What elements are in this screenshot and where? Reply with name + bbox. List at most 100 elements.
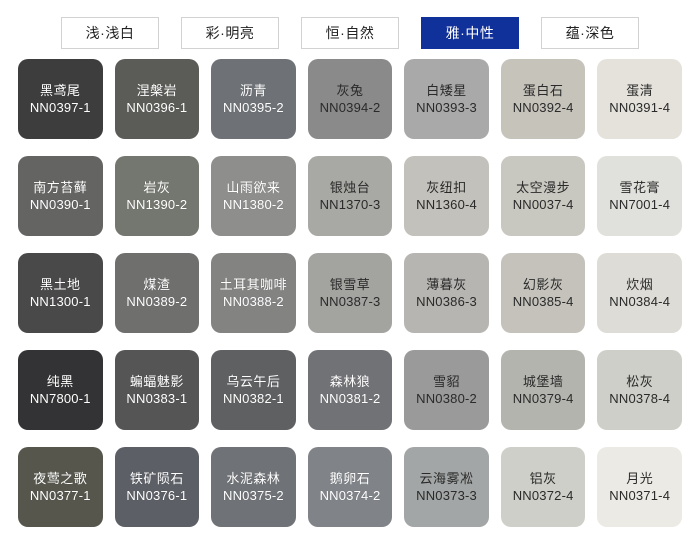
color-code: NN0397-1 (29, 100, 91, 115)
color-swatch[interactable]: 铁矿陨石 NN0376-1 (114, 447, 200, 527)
color-code: NN0374-2 (319, 488, 381, 503)
color-swatch[interactable]: 雪貂 NN0380-2 (404, 350, 489, 430)
color-name: 山雨欲来 (226, 180, 281, 195)
color-swatch[interactable]: 炊烟 NN0384-4 (597, 253, 682, 333)
color-name: 岩灰 (143, 180, 171, 195)
tab-category-3[interactable]: 雅·中性 (421, 17, 519, 49)
color-swatch[interactable]: 灰纽扣 NN1360-4 (404, 156, 489, 236)
color-name: 土耳其咖啡 (219, 277, 288, 292)
color-code: NN0387-3 (319, 294, 381, 309)
color-swatch[interactable]: 银烛台 NN1370-3 (307, 156, 393, 236)
color-name: 幻影灰 (522, 277, 564, 292)
color-swatch[interactable]: 白矮星 NN0393-3 (404, 59, 489, 139)
color-code: NN0377-1 (29, 488, 91, 503)
color-code: NN0391-4 (609, 100, 671, 115)
color-name: 雪貂 (433, 374, 461, 389)
color-swatch[interactable]: 幻影灰 NN0385-4 (500, 253, 586, 333)
tab-category-4[interactable]: 蕴·深色 (541, 17, 639, 49)
color-code: NN0372-4 (512, 488, 574, 503)
color-name: 蛋白石 (522, 83, 564, 98)
color-swatch[interactable]: 乌云午后 NN0382-1 (211, 350, 296, 430)
color-code: NN7800-1 (29, 391, 91, 406)
color-name: 黑鸢尾 (40, 83, 81, 98)
tab-category-2[interactable]: 恒·自然 (301, 17, 399, 49)
color-name: 银雪草 (329, 277, 371, 292)
color-name: 城堡墙 (522, 374, 564, 389)
color-swatch[interactable]: 太空漫步 NN0037-4 (500, 156, 586, 236)
color-name: 雪花膏 (619, 180, 660, 195)
color-name: 黑土地 (40, 277, 81, 292)
color-code: NN0394-2 (319, 100, 381, 115)
color-name: 煤渣 (143, 277, 171, 292)
color-code: NN0379-4 (512, 391, 574, 406)
tab-category-0[interactable]: 浅·浅白 (61, 17, 159, 49)
color-code: NN0390-1 (29, 197, 91, 212)
color-swatch[interactable]: 鹅卵石 NN0374-2 (307, 447, 393, 527)
color-name: 铝灰 (529, 471, 557, 486)
color-name: 月光 (626, 471, 654, 486)
color-name: 蛋清 (626, 83, 654, 98)
color-swatch[interactable]: 蛋白石 NN0392-4 (500, 59, 586, 139)
color-swatch[interactable]: 灰兔 NN0394-2 (307, 59, 393, 139)
color-code: NN0384-4 (609, 294, 671, 309)
color-swatch[interactable]: 沥青 NN0395-2 (211, 59, 296, 139)
tab-category-1[interactable]: 彩·明亮 (181, 17, 279, 49)
color-name: 铁矿陨石 (129, 471, 184, 486)
color-name: 纯黑 (46, 374, 74, 389)
color-swatch[interactable]: 薄暮灰 NN0386-3 (404, 253, 489, 333)
color-name: 云海雾凇 (419, 471, 474, 486)
color-code: NN0375-2 (222, 488, 284, 503)
color-swatch[interactable]: 纯黑 NN7800-1 (18, 350, 103, 430)
color-code: NN1360-4 (416, 197, 477, 212)
color-swatch[interactable]: 南方苔藓 NN0390-1 (18, 156, 103, 236)
color-name: 水泥森林 (226, 471, 281, 486)
color-name: 太空漫步 (516, 180, 571, 195)
color-swatch[interactable]: 森林狼 NN0381-2 (307, 350, 393, 430)
color-swatch[interactable]: 城堡墙 NN0379-4 (500, 350, 586, 430)
color-name: 乌云午后 (226, 374, 281, 389)
color-swatch[interactable]: 蛋清 NN0391-4 (597, 59, 682, 139)
color-code: NN0385-4 (512, 294, 574, 309)
color-name: 炊烟 (626, 277, 654, 292)
color-name: 灰纽扣 (426, 180, 467, 195)
color-code: NN0371-4 (609, 488, 671, 503)
color-swatch-grid: 黑鸢尾 NN0397-1 涅槃岩 NN0396-1 沥青 NN0395-2 灰兔 NN0394… (0, 59, 700, 527)
color-code: NN0395-2 (222, 100, 284, 115)
color-swatch[interactable]: 黑土地 NN1300-1 (18, 253, 103, 333)
color-name: 银烛台 (329, 180, 371, 195)
color-code: NN0388-2 (222, 294, 284, 309)
color-code: NN0393-3 (416, 100, 477, 115)
color-swatch[interactable]: 黑鸢尾 NN0397-1 (18, 59, 103, 139)
color-code: NN7001-4 (609, 197, 671, 212)
color-name: 薄暮灰 (426, 277, 467, 292)
color-swatch[interactable]: 月光 NN0371-4 (597, 447, 682, 527)
color-name: 涅槃岩 (136, 83, 178, 98)
category-tabbar: 浅·浅白 彩·明亮 恒·自然 雅·中性 蕴·深色 (0, 0, 700, 49)
color-swatch[interactable]: 铝灰 NN0372-4 (500, 447, 586, 527)
color-code: NN1300-1 (29, 294, 91, 309)
color-swatch[interactable]: 松灰 NN0378-4 (597, 350, 682, 430)
color-code: NN0383-1 (126, 391, 188, 406)
color-swatch[interactable]: 岩灰 NN1390-2 (114, 156, 200, 236)
color-name: 森林狼 (329, 374, 371, 389)
color-swatch[interactable]: 土耳其咖啡 NN0388-2 (211, 253, 296, 333)
color-swatch[interactable]: 山雨欲来 NN1380-2 (211, 156, 296, 236)
color-code: NN1390-2 (126, 197, 188, 212)
color-code: NN0378-4 (609, 391, 671, 406)
color-swatch[interactable]: 雪花膏 NN7001-4 (597, 156, 682, 236)
color-code: NN0373-3 (416, 488, 477, 503)
color-swatch[interactable]: 云海雾凇 NN0373-3 (404, 447, 489, 527)
color-code: NN0037-4 (512, 197, 574, 212)
color-code: NN0381-2 (319, 391, 381, 406)
color-swatch[interactable]: 煤渣 NN0389-2 (114, 253, 200, 333)
color-swatch[interactable]: 涅槃岩 NN0396-1 (114, 59, 200, 139)
color-swatch[interactable]: 水泥森林 NN0375-2 (211, 447, 296, 527)
color-swatch[interactable]: 蝙蝠魅影 NN0383-1 (114, 350, 200, 430)
color-name: 蝙蝠魅影 (129, 374, 184, 389)
color-swatch[interactable]: 夜莺之歌 NN0377-1 (18, 447, 103, 527)
color-swatch[interactable]: 银雪草 NN0387-3 (307, 253, 393, 333)
color-code: NN0380-2 (416, 391, 477, 406)
color-name: 夜莺之歌 (33, 471, 88, 486)
color-code: NN0392-4 (512, 100, 574, 115)
